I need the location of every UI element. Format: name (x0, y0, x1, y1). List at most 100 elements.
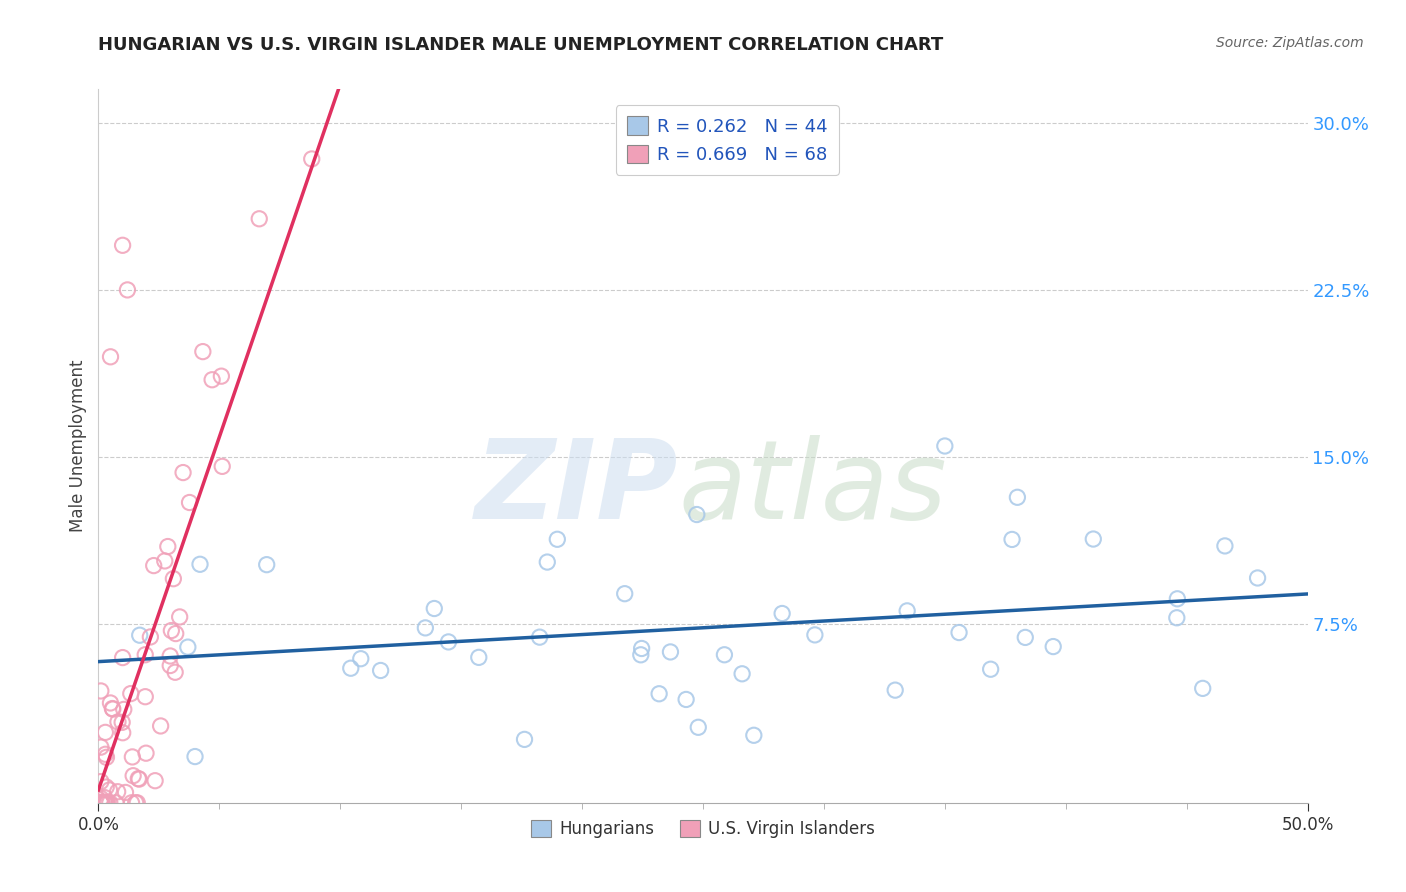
Point (96, 750, 118, 764)
Point (713, 648, 735, 662)
Point (128, 628, 150, 642)
Point (127, 796, 149, 810)
Point (613, 587, 636, 601)
Point (93, 790, 115, 805)
Point (536, 555, 558, 569)
Point (90, 684, 112, 698)
Point (114, 785, 136, 799)
Point (117, 283, 139, 297)
Point (630, 641, 652, 656)
Point (100, 696, 122, 710)
Point (686, 508, 709, 522)
Point (177, 640, 200, 654)
Point (121, 750, 143, 764)
Point (104, 796, 127, 810)
Point (162, 572, 184, 586)
Point (165, 626, 187, 640)
Text: HUNGARIAN VS U.S. VIRGIN ISLANDER MALE UNEMPLOYMENT CORRELATION CHART: HUNGARIAN VS U.S. VIRGIN ISLANDER MALE U… (98, 36, 943, 54)
Point (256, 558, 278, 572)
Point (111, 238, 134, 252)
Point (142, 558, 165, 573)
Point (111, 650, 134, 665)
Text: Source: ZipAtlas.com: Source: ZipAtlas.com (1216, 36, 1364, 50)
Point (172, 466, 194, 480)
Point (529, 630, 551, 644)
Point (165, 665, 187, 680)
Point (1007, 490, 1029, 504)
Point (96, 796, 118, 810)
Point (169, 610, 191, 624)
Point (659, 645, 682, 659)
Point (122, 769, 145, 783)
Point (96, 780, 118, 794)
Point (94, 725, 117, 739)
Point (90, 774, 112, 789)
Point (1213, 539, 1236, 553)
Point (648, 687, 671, 701)
Point (688, 720, 710, 734)
Point (179, 495, 201, 509)
Text: ZIP: ZIP (475, 435, 679, 542)
Point (731, 666, 754, 681)
Point (98, 796, 121, 810)
Point (135, 746, 157, 760)
Point (139, 630, 162, 644)
Point (546, 533, 568, 547)
Text: atlas: atlas (679, 435, 948, 542)
Point (1166, 611, 1188, 625)
Point (90, 796, 112, 810)
Point (1001, 533, 1024, 547)
Point (90, 796, 112, 810)
Point (804, 628, 827, 642)
Point (90, 796, 112, 810)
Point (948, 625, 970, 640)
Point (350, 651, 373, 665)
Point (111, 715, 134, 730)
Point (101, 702, 124, 716)
Point (247, 211, 270, 226)
Legend: Hungarians, U.S. Virgin Islanders: Hungarians, U.S. Virgin Islanders (524, 813, 882, 845)
Point (93, 796, 115, 810)
Point (121, 796, 143, 810)
Point (143, 773, 166, 788)
Point (93, 796, 115, 810)
Point (107, 785, 129, 799)
Point (153, 554, 176, 568)
Point (188, 558, 211, 572)
Point (675, 692, 697, 706)
Point (98, 783, 121, 797)
Point (896, 604, 918, 618)
Point (94, 747, 117, 762)
Point (159, 648, 181, 663)
Point (160, 624, 183, 638)
Point (934, 439, 956, 453)
Point (100, 350, 122, 364)
Point (415, 621, 437, 635)
Point (184, 749, 207, 764)
Point (159, 658, 181, 673)
Point (101, 701, 124, 715)
Point (370, 664, 392, 678)
Point (1083, 532, 1105, 546)
Point (90, 791, 112, 805)
Point (96, 796, 118, 810)
Point (884, 683, 907, 698)
Point (1014, 631, 1036, 645)
Point (630, 648, 652, 662)
Point (513, 732, 536, 747)
Point (134, 648, 156, 662)
Point (423, 601, 446, 615)
Point (120, 687, 142, 701)
Point (156, 540, 179, 554)
Point (339, 661, 361, 675)
Point (980, 662, 1002, 676)
Point (127, 772, 149, 786)
Point (90, 796, 112, 810)
Point (1042, 640, 1064, 654)
Point (128, 772, 150, 786)
Point (1246, 571, 1268, 585)
Point (191, 344, 214, 359)
Point (112, 702, 135, 716)
Point (90, 796, 112, 810)
Point (1166, 591, 1188, 606)
